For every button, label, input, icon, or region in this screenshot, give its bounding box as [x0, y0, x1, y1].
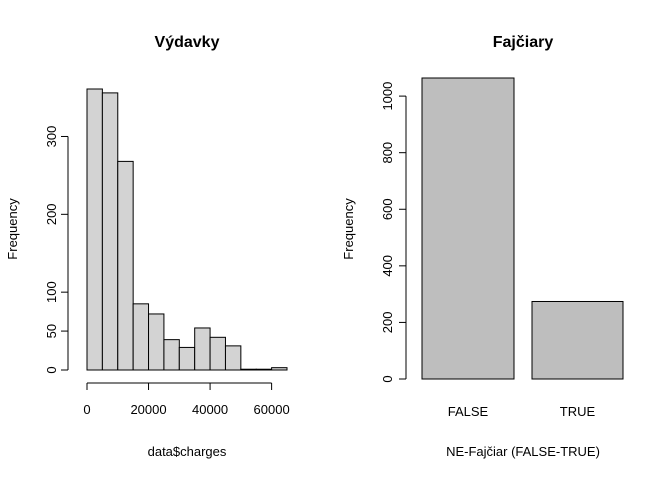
histogram-bar: [240, 368, 257, 371]
histogram-bar: [271, 367, 288, 371]
histogram-y-axis-label: Frequency: [5, 198, 20, 260]
barplot-y-tick-label: 400: [380, 255, 395, 277]
histogram-panel: Výdavky data$charges Frequency 0 20000 400…: [5, 34, 290, 459]
barplot-bars: [421, 77, 624, 380]
histogram-x-tick-label: 0: [83, 402, 90, 417]
histogram-bars: [86, 88, 288, 371]
barplot-y-tick-label: 800: [380, 142, 395, 164]
histogram-x-tick-label: 20000: [130, 402, 166, 417]
histogram-bar: [224, 345, 242, 371]
barplot-category-label: TRUE: [560, 404, 596, 419]
histogram-y-tick-label: 50: [44, 324, 59, 338]
barplot-y-axis: 0 200 400 600 800 1000: [380, 82, 407, 383]
histogram-x-tick-label: 40000: [192, 402, 228, 417]
histogram-bar: [209, 336, 226, 371]
barplot-title: Fajčiary: [493, 34, 554, 51]
histogram-title: Výdavky: [155, 34, 220, 51]
barplot-panel: Fajčiary NE-Fajčiar (FALSE-TRUE) Frequen…: [341, 34, 624, 459]
histogram-bar: [101, 92, 119, 371]
histogram-x-axis-label: data$charges: [148, 444, 227, 459]
histogram-y-tick-label: 300: [44, 126, 59, 148]
barplot-y-axis-label: Frequency: [341, 198, 356, 260]
barplot-category-label: FALSE: [448, 404, 489, 419]
histogram-bar: [86, 88, 103, 371]
barplot-y-tick-label: 200: [380, 312, 395, 334]
histogram-y-axis: 0 50 100 200 300: [44, 126, 69, 374]
barplot-x-axis-label: NE-Fajčiar (FALSE-TRUE): [446, 444, 600, 459]
histogram-x-axis: 0 20000 40000 60000: [83, 382, 290, 417]
histogram-x-tick-label: 60000: [254, 402, 290, 417]
barplot-y-tick-label: 0: [380, 375, 395, 382]
barplot-y-tick-label: 1000: [380, 82, 395, 111]
histogram-y-tick-label: 200: [44, 203, 59, 225]
histogram-bar: [163, 339, 180, 371]
barplot-bar-true: [531, 300, 624, 380]
histogram-bar: [194, 327, 211, 371]
histogram-y-tick-label: 0: [44, 366, 59, 373]
histogram-bar: [148, 313, 165, 371]
histogram-bar: [255, 368, 273, 371]
histogram-bar: [117, 160, 134, 371]
barplot-category-labels: FALSE TRUE: [448, 404, 596, 419]
histogram-bar: [132, 303, 150, 371]
histogram-y-tick-label: 100: [44, 281, 59, 303]
barplot-y-tick-label: 600: [380, 198, 395, 220]
barplot-bar-false: [421, 77, 515, 380]
histogram-bar: [178, 346, 196, 371]
